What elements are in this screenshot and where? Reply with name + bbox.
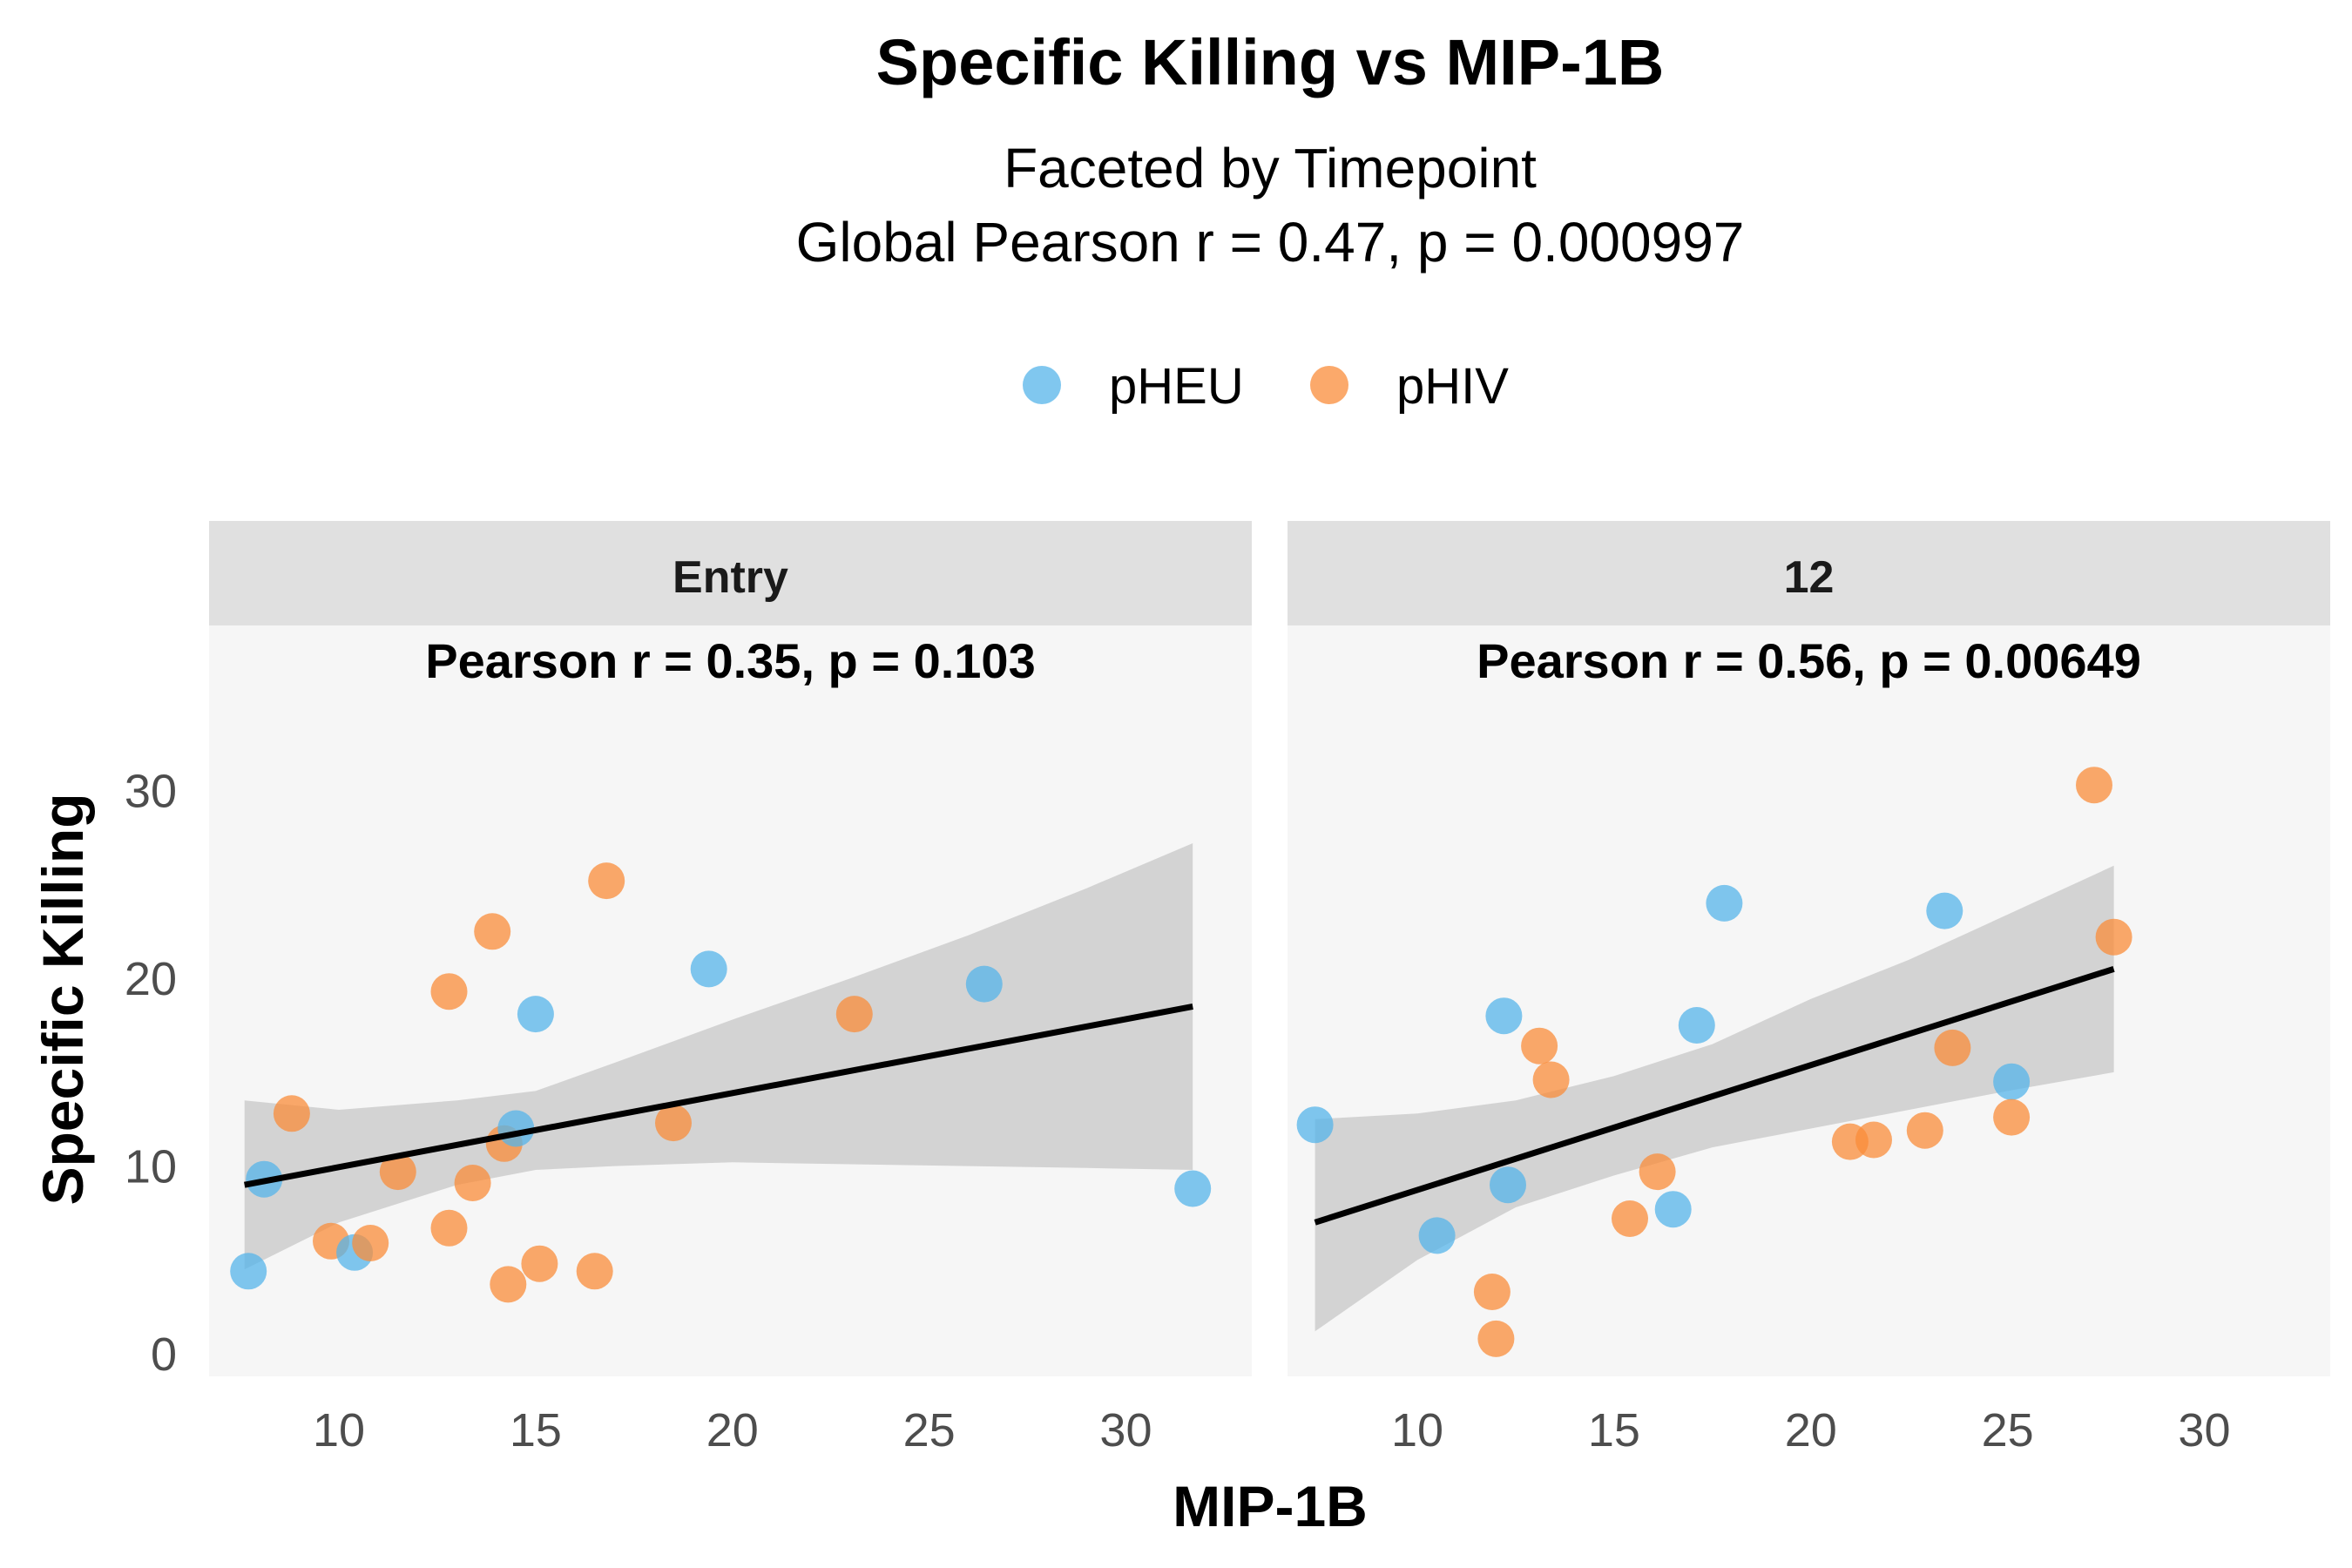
data-point-phiv (1473, 1274, 1511, 1310)
x-tick-label: 10 (313, 1404, 365, 1456)
data-point-pheu (1654, 1191, 1692, 1228)
data-point-phiv (273, 1095, 310, 1132)
data-point-phiv (490, 1266, 527, 1303)
legend-swatch-pheu (1023, 366, 1061, 404)
data-point-pheu (1296, 1106, 1334, 1144)
data-point-phiv (430, 1209, 468, 1247)
facet-strip-label: 12 (1784, 552, 1835, 603)
x-tick-label: 30 (1099, 1404, 1152, 1456)
data-point-phiv (430, 973, 468, 1010)
data-point-phiv (1477, 1320, 1515, 1357)
chart-subtitle-line-2: Global Pearson r = 0.47, p = 0.000997 (796, 211, 1745, 274)
x-tick-label: 25 (903, 1404, 956, 1456)
data-point-pheu (1485, 997, 1523, 1035)
data-point-phiv (1906, 1112, 1943, 1149)
data-point-phiv (576, 1253, 613, 1290)
x-tick-label: 20 (1785, 1404, 1837, 1456)
data-point-pheu (1926, 892, 1963, 929)
y-tick-label: 10 (125, 1141, 177, 1193)
facet-strip (209, 521, 1252, 625)
data-point-phiv (521, 1245, 558, 1282)
data-point-phiv (474, 913, 511, 950)
data-point-pheu (1418, 1217, 1456, 1254)
data-point-phiv (454, 1165, 491, 1201)
data-point-phiv (1993, 1098, 2031, 1136)
y-tick-label: 30 (125, 766, 177, 818)
pearson-annotation: Pearson r = 0.35, p = 0.103 (425, 633, 1035, 688)
facet-panel-1: 12 Pearson r = 0.56, p = 0.00649 10 15 20 25 3… (1288, 521, 2330, 1456)
legend: pHEU pHIV (1023, 358, 1509, 415)
chart-subtitle-line-1: Faceted by Timepoint (1004, 137, 1537, 199)
data-point-phiv (1612, 1200, 1648, 1237)
data-point-phiv (2076, 767, 2112, 804)
data-point-phiv (655, 1105, 692, 1142)
legend-label-pheu: pHEU (1109, 358, 1244, 415)
facet-panel-0: Entry Pearson r = 0.35, p = 0.103 10 15 20 25… (125, 521, 1252, 1456)
data-point-pheu (1490, 1166, 1526, 1204)
regression-line (1314, 966, 2115, 1226)
x-tick-label: 20 (706, 1404, 759, 1456)
confidence-ribbon (244, 843, 1193, 1270)
x-tick-label: 15 (1588, 1404, 1640, 1456)
data-point-phiv (1934, 1029, 1971, 1066)
legend-label-phiv: pHIV (1396, 358, 1509, 415)
x-tick-label: 15 (510, 1404, 562, 1456)
x-tick-label: 25 (1982, 1404, 2034, 1456)
data-point-phiv (1532, 1061, 1570, 1098)
y-axis-title: Specific Killing (30, 793, 95, 1205)
data-point-pheu (690, 950, 727, 988)
data-point-phiv (1521, 1027, 1558, 1064)
x-axis-title: MIP-1B (1173, 1474, 1368, 1538)
data-point-phiv (1639, 1153, 1676, 1191)
data-point-phiv (1855, 1121, 1892, 1159)
regression-line (244, 1004, 1193, 1188)
data-point-phiv (352, 1225, 389, 1261)
data-point-pheu (1706, 884, 1743, 922)
data-point-pheu (230, 1253, 267, 1290)
pearson-annotation: Pearson r = 0.56, p = 0.00649 (1477, 633, 2141, 688)
data-point-phiv (2095, 918, 2132, 956)
data-point-phiv (835, 996, 873, 1033)
data-point-phiv (379, 1153, 416, 1191)
legend-swatch-phiv (1310, 366, 1348, 404)
data-point-pheu (517, 996, 554, 1033)
data-point-phiv (588, 862, 625, 900)
data-point-pheu (965, 965, 1003, 1003)
data-point-pheu (1678, 1007, 1715, 1044)
facet-panels: Entry Pearson r = 0.35, p = 0.103 10 15 20 25… (125, 521, 2330, 1456)
x-tick-label: 10 (1391, 1404, 1443, 1456)
chart-title: Specific Killing vs MIP-1B (876, 26, 1665, 98)
y-tick-label: 0 (151, 1328, 177, 1381)
x-tick-label: 30 (2178, 1404, 2230, 1456)
facet-strip (1288, 521, 2330, 625)
data-point-pheu (1993, 1063, 2031, 1100)
facet-strip-label: Entry (672, 552, 788, 603)
data-point-pheu (1174, 1170, 1212, 1207)
y-tick-label: 20 (125, 953, 177, 1005)
